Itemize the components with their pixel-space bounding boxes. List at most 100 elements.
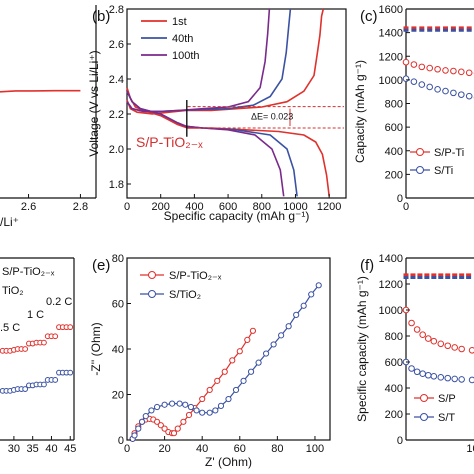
- d-point-1-11: [41, 381, 47, 388]
- e-point-1-21: [255, 359, 262, 366]
- f-ce-2-0: [403, 273, 409, 277]
- c-ytick-3: 600: [385, 122, 403, 134]
- e-xlabel: Z' (Ohm): [205, 455, 252, 469]
- c-point-0-6: [450, 67, 457, 75]
- c-ce-2-4: [435, 26, 441, 30]
- d-point-1-6: [22, 386, 29, 392]
- f-ce-3-1: [410, 276, 416, 279]
- e-point-0-24: [249, 327, 257, 334]
- c-legend-label-0: S/P-Ti: [434, 147, 464, 159]
- e-point-1-13: [199, 409, 206, 416]
- panel-f: 0 200 400 600 800 1000 1200 1400 100 (f) Specific …: [355, 253, 474, 455]
- e-point-1-16: [217, 402, 225, 409]
- f-ylabel: Specific capacity (mAh g⁻¹): [355, 276, 369, 422]
- d-rate-label-1: 1 C: [27, 309, 44, 321]
- f-point-1-3: [419, 370, 426, 378]
- c-point-1-5: [442, 87, 449, 95]
- f-ce-2-7: [452, 273, 458, 277]
- d-point-0-11: [41, 339, 47, 346]
- panel-e: 0 20 40 60 80 100 0 20 40 60 80 Z' (Ohm) -Z'' (Ohm) (…: [89, 253, 331, 469]
- e-point-0-9: [161, 425, 168, 432]
- f-ytick-2: 400: [385, 383, 403, 395]
- f-ce-2-4: [431, 273, 437, 277]
- f-point-1-8: [451, 375, 458, 383]
- e-point-0-22: [236, 348, 243, 355]
- f-ce-3-5: [438, 276, 444, 279]
- e-legend-label-0: S/P-TiO₂₋ₓ: [169, 270, 222, 282]
- b-legend-label-2: 100th: [172, 50, 200, 62]
- b-xtick-2: 400: [185, 201, 203, 213]
- d-legend-label-0: S/P-TiO₂₋ₓ: [2, 266, 55, 278]
- c-point-1-0: [402, 75, 410, 82]
- e-point-1-19: [240, 377, 247, 384]
- c-ce-2-2: [419, 26, 425, 30]
- e-legend-marker-0: [148, 271, 156, 279]
- e-point-1-6: [153, 403, 161, 411]
- d-point-1-18: [67, 369, 74, 376]
- c-ce-2-0: [403, 26, 409, 30]
- a-xlabel-fragment: /Li⁺: [0, 215, 19, 229]
- c-ytick-6: 1200: [379, 51, 403, 63]
- e-point-1-10: [182, 401, 189, 408]
- e-xtick-4: 80: [271, 443, 283, 455]
- f-ce-3-9: [466, 276, 472, 279]
- b-series-100th-discharge: [126, 90, 285, 197]
- e-xtick-0: 0: [124, 443, 130, 455]
- d-point-1-14: [52, 377, 59, 383]
- f-ytick-0: 0: [397, 435, 403, 447]
- e-point-1-28: [308, 291, 315, 298]
- c-ce-3-3: [427, 28, 433, 32]
- e-point-1-17: [225, 395, 232, 403]
- a-xtick-1: 2.8: [73, 201, 88, 213]
- f-point-1-6: [437, 374, 445, 381]
- c-ytick-4: 800: [385, 99, 403, 111]
- c-point-0-0: [402, 58, 410, 66]
- e-ylabel: -Z'' (Ohm): [89, 322, 103, 375]
- c-xtick-0: 0: [403, 201, 409, 213]
- f-ce-3-8: [459, 276, 465, 279]
- f-point-1-10: [468, 376, 474, 384]
- c-ce-2-8: [466, 26, 472, 30]
- e-point-1-12: [193, 407, 200, 414]
- f-panel-label: (f): [360, 257, 374, 274]
- e-point-0-14: [180, 418, 187, 425]
- b-legend-label-0: 1st: [172, 16, 187, 28]
- b-ytick-2: 2.2: [109, 109, 124, 121]
- e-ytick-4: 80: [112, 253, 124, 265]
- b-series-1st-charge: [126, 8, 325, 115]
- e-ytick-0: 0: [118, 435, 124, 447]
- f-xtick-0: 100: [466, 443, 474, 455]
- e-point-1-14: [206, 409, 213, 416]
- c-legend-marker-0: [416, 148, 424, 156]
- e-point-0-13: [174, 425, 181, 432]
- e-legend-label-1: S/TiO₂: [169, 289, 201, 301]
- e-point-1-25: [285, 323, 292, 330]
- c-ce-2-6: [450, 26, 456, 30]
- c-ytick-5: 1000: [379, 75, 403, 87]
- c-panel-label: (c): [360, 8, 378, 25]
- f-ce-2-5: [438, 273, 444, 277]
- e-point-1-27: [300, 302, 307, 309]
- c-ytick-7: 1400: [379, 28, 403, 40]
- b-series-100th-charge: [126, 8, 271, 113]
- c-point-0-3: [426, 64, 434, 72]
- c-ce-3-7: [458, 28, 464, 32]
- c-point-0-4: [434, 65, 441, 73]
- e-ytick-1: 20: [112, 390, 124, 402]
- e-point-1-3: [138, 418, 146, 425]
- c-ce-2-1: [411, 26, 417, 30]
- f-ce-2-1: [410, 273, 416, 277]
- a-xtick-0: 2.6: [21, 201, 36, 213]
- e-point-1-4: [142, 413, 149, 420]
- e-point-1-24: [278, 332, 285, 339]
- f-point-1-1: [408, 365, 415, 372]
- c-point-1-2: [418, 81, 426, 88]
- e-point-0-17: [199, 395, 206, 403]
- b-ytick-5: 2.8: [109, 4, 124, 16]
- f-ce-2-6: [445, 273, 451, 277]
- e-point-0-15: [185, 411, 193, 419]
- c-point-0-8: [465, 69, 473, 77]
- e-xtick-5: 100: [306, 443, 324, 455]
- b-xtick-3: 600: [219, 201, 237, 213]
